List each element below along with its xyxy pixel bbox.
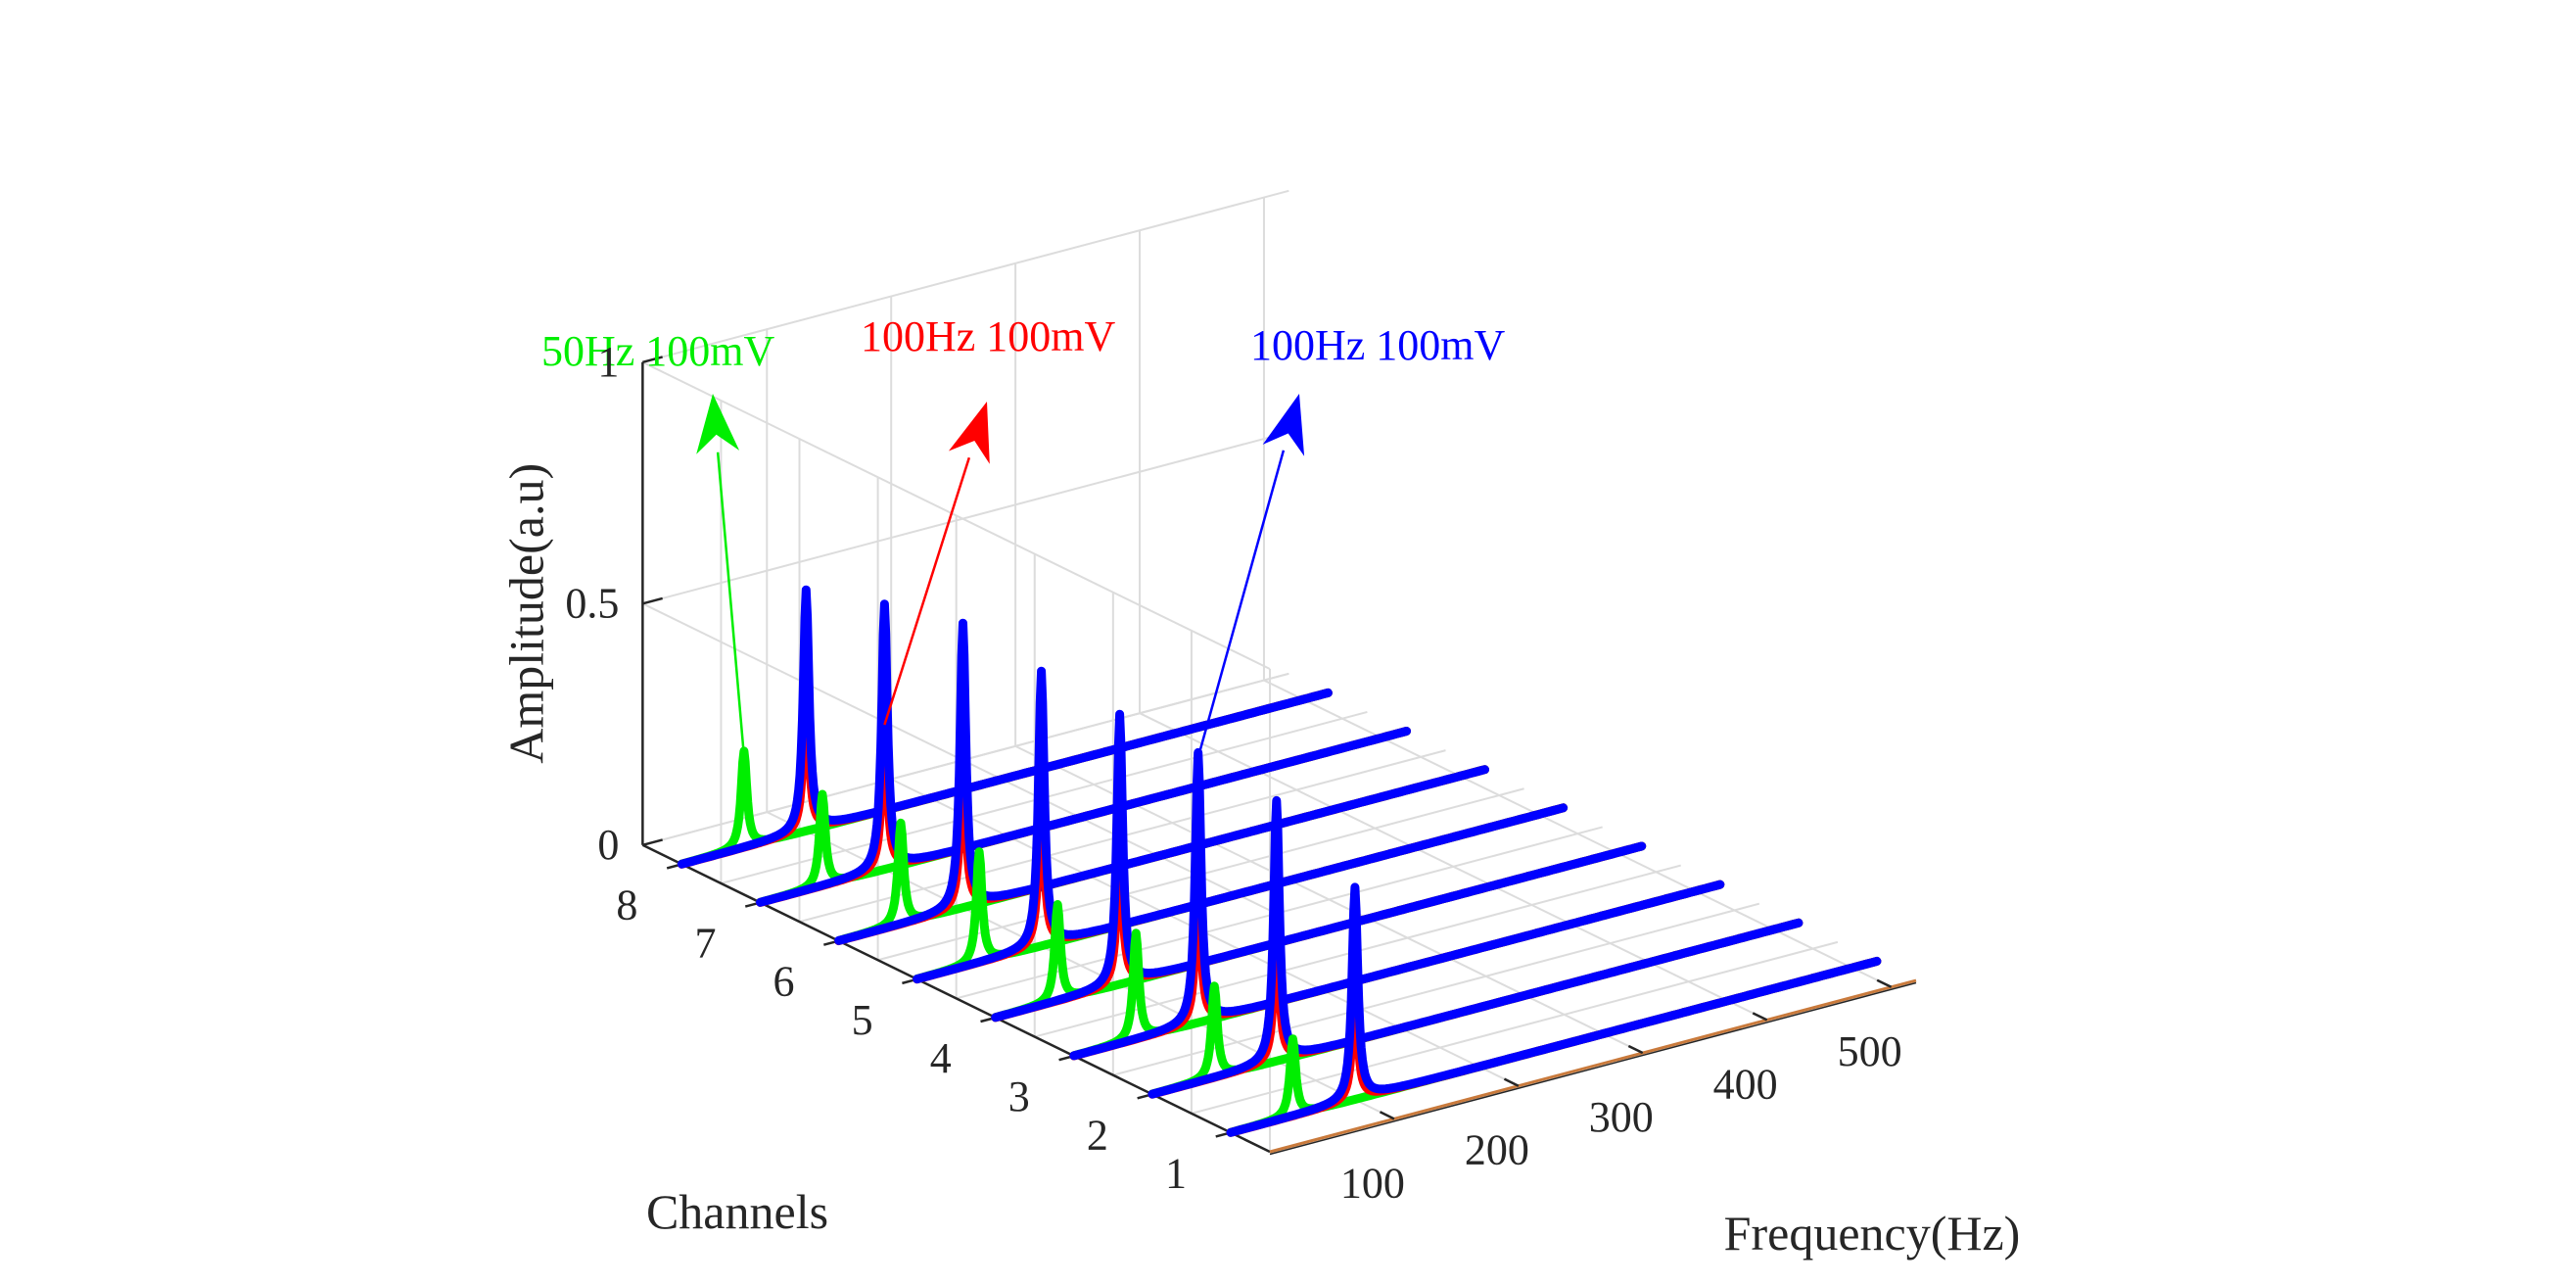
y-axis-label: Channels [646,1184,828,1239]
z-tick-mark [642,356,663,364]
y-tick-label: 1 [1165,1149,1187,1197]
spectrum-line [834,618,1489,945]
z-axis-label: Amplitude(a.u) [498,463,553,764]
z-tick-label: 0 [597,821,619,869]
x-tick-label: 100 [1340,1159,1405,1207]
spectrum-line [1069,747,1725,1061]
grid-line [642,189,1289,363]
y-tick-label: 4 [930,1034,952,1082]
x-tick-mark [1876,978,1893,988]
y-tick-label: 7 [694,920,716,968]
annotation-label: 50Hz 100mV [541,327,775,375]
x-tick-label: 300 [1589,1093,1654,1141]
x-tick-mark [1627,1044,1644,1055]
annotation-arrow [883,456,971,726]
annotation-arrowhead [696,394,740,454]
frequency-axis [1269,978,1917,1154]
y-tick-label: 5 [852,996,873,1044]
spectrum-line [1226,882,1882,1137]
annotation-arrow [1196,450,1286,758]
x-tick-label: 500 [1838,1027,1902,1075]
x-axis-label: Frequency(Hz) [1724,1206,2021,1261]
axes-layer [641,356,1917,1156]
z-tick-label: 1 [597,338,619,386]
annotation-label: 100Hz 100mV [861,312,1116,360]
y-tick-label: 8 [616,880,637,928]
series-layer [677,585,1882,1137]
x-tick-label: 200 [1465,1126,1529,1174]
spectrum-line [991,709,1647,1023]
annotation-arrowhead [948,402,990,464]
z-tick-mark [642,838,663,847]
y-tick-label: 6 [773,958,795,1006]
x-tick-mark [1752,1012,1768,1022]
annotation-arrow [716,452,746,756]
annotation-arrowhead [1262,394,1305,456]
x-tick-label: 400 [1713,1060,1778,1108]
annotation-label: 100Hz 100mV [1250,321,1506,369]
frequency-axis-shadow [1269,981,1917,1156]
annotation-layer: 50Hz 100mV 100Hz 100mV 100Hz 100mV [541,312,1506,758]
y-tick-label: 3 [1008,1072,1030,1120]
spectrum-line [677,585,1333,869]
z-tick-label: 0.5 [565,579,619,627]
x-tick-mark [1503,1077,1520,1087]
label-layer: 100 200 300 400 500 1 2 3 4 5 6 7 8 0 0.5 1 Frequency(Hz… [498,338,2020,1261]
x-tick-mark [1379,1111,1395,1120]
spectrum-line [756,599,1411,907]
grid-line [641,360,1271,670]
channel-axis [641,843,1271,1154]
y-tick-label: 2 [1087,1111,1108,1159]
spectrum-line [1147,795,1803,1099]
spectrum-line [913,666,1569,984]
grid-line [642,431,1289,605]
z-tick-mark [642,596,663,605]
